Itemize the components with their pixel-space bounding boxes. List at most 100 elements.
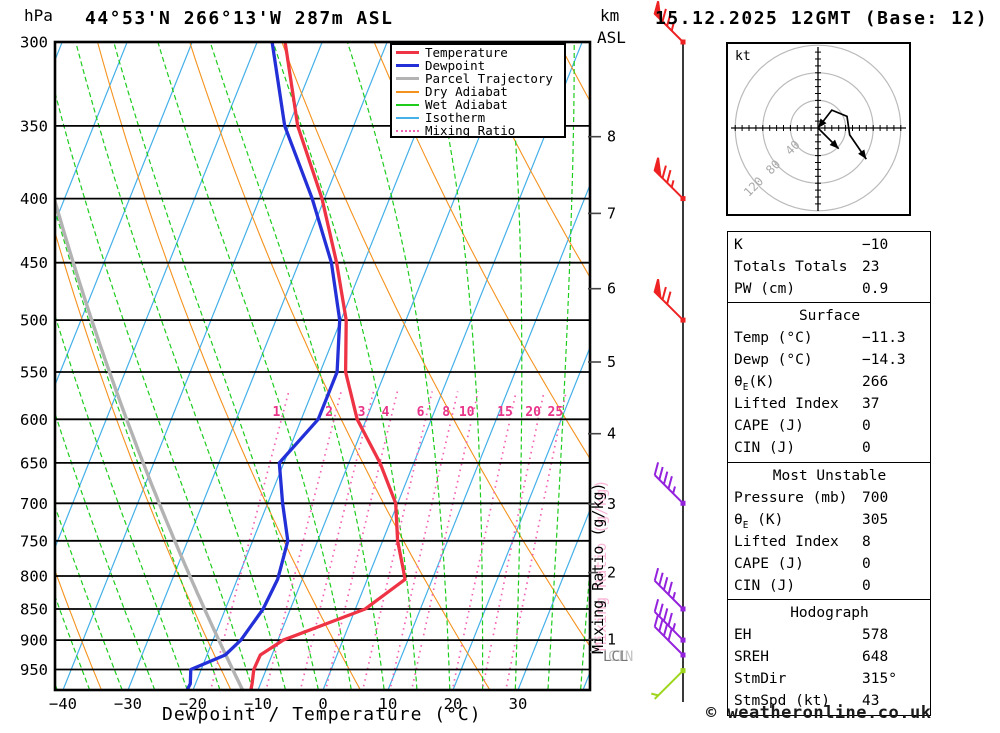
legend-item: Wet Adiabat (396, 98, 564, 111)
index-value: 305 (862, 511, 889, 528)
legend-line-sample (396, 90, 419, 93)
svg-text:8: 8 (442, 405, 450, 420)
index-value: 0 (862, 577, 871, 594)
index-value: 0.9 (862, 280, 889, 297)
index-value: 43 (862, 693, 880, 709)
index-value: 648 (862, 649, 889, 665)
mixing-ratio-lines (209, 391, 568, 689)
svg-text:4: 4 (382, 405, 390, 420)
svg-text:−10: −10 (244, 695, 272, 713)
pressure-unit-label: hPa (24, 6, 53, 25)
index-label: K (734, 236, 743, 253)
index-row: Pressure (mb) 700 (734, 487, 925, 509)
wind-barb (653, 598, 686, 643)
svg-text:800: 800 (20, 567, 48, 585)
barb-level-marker (680, 500, 686, 506)
legend-item-label: Parcel Trajectory (425, 71, 553, 86)
index-label: Pressure (mb) (734, 489, 848, 506)
svg-text:−20: −20 (179, 695, 207, 713)
indices-section-title: Hodograph (790, 605, 869, 621)
lcl-marker-label: LCL (603, 649, 629, 665)
barb-level-marker (680, 39, 686, 45)
svg-text:600: 600 (20, 411, 48, 429)
index-row: SREH 648 (734, 646, 925, 668)
barb-level-marker (680, 637, 686, 643)
plot-background (56, 43, 589, 689)
index-row: CAPE (J) 0 (734, 553, 925, 575)
legend-item: Isotherm (396, 111, 564, 124)
index-label: StmDir (734, 671, 787, 687)
hodograph-trace (817, 109, 868, 160)
legend-item-label: Dry Adiabat (425, 84, 508, 99)
copyright-credit: © weatheronline.co.uk (706, 703, 932, 723)
station-title: 44°53'N 266°13'W 287m ASL (85, 8, 394, 29)
svg-text:20: 20 (525, 405, 541, 420)
legend-line-sample (396, 129, 419, 132)
isotherm-lines (56, 43, 589, 689)
index-label: EH (734, 627, 752, 643)
legend-item-label: Temperature (425, 45, 508, 60)
index-label: Totals Totals (734, 258, 848, 275)
legend: Temperature Dewpoint Parcel Trajectory Dry … (390, 43, 566, 138)
index-value: 0 (862, 555, 871, 572)
index-label: CIN (J) (734, 440, 796, 456)
svg-text:650: 650 (20, 454, 48, 472)
index-label: Lifted Index (734, 396, 839, 412)
index-row: EH 578 (734, 624, 925, 646)
svg-text:700: 700 (20, 495, 48, 513)
index-value: 23 (862, 258, 880, 275)
svg-text:850: 850 (20, 600, 48, 618)
index-row: CIN (J) 0 (734, 437, 925, 459)
legend-line-sample (396, 64, 419, 67)
legend-item: Dry Adiabat (396, 85, 564, 98)
svg-text:750: 750 (20, 532, 48, 550)
svg-text:2: 2 (607, 564, 616, 582)
index-row: CAPE (J) 0 (734, 415, 925, 437)
legend-line-sample (396, 116, 419, 119)
indices-section: Most Unstable Pressure (mb) 700 θE (K) 305 Li… (727, 461, 931, 601)
index-label: CAPE (J) (734, 555, 804, 572)
svg-text:550: 550 (20, 363, 48, 381)
svg-text:300: 300 (20, 34, 48, 52)
svg-text:4: 4 (607, 425, 616, 443)
svg-text:0: 0 (318, 695, 327, 713)
svg-text:5: 5 (607, 353, 616, 371)
svg-text:25: 25 (548, 405, 564, 420)
index-label: CAPE (J) (734, 418, 804, 434)
svg-text:950: 950 (20, 661, 48, 679)
barb-level-marker (680, 317, 686, 323)
barb-level-marker (680, 606, 686, 612)
legend-item-label: Wet Adiabat (425, 97, 508, 112)
wind-barb (651, 668, 686, 700)
index-label: Temp (°C) (734, 330, 813, 346)
svg-text:900: 900 (20, 632, 48, 650)
wind-barb (653, 157, 686, 202)
svg-text:6: 6 (607, 280, 616, 298)
wind-barb (653, 613, 686, 658)
indices-section: Hodograph EH 578 SREH 648 StmDir 315° StmSpd (k… (727, 599, 931, 716)
mixing-ratio-labels: 1 2 3 4 6 8 10 15 20 25 (272, 405, 563, 420)
index-row: θE(K) 266 (734, 371, 925, 393)
legend-line-sample (396, 103, 419, 106)
asl-unit-label: ASL (597, 28, 626, 47)
index-value: 266 (862, 374, 889, 390)
index-row: θE (K) 305 (734, 509, 925, 531)
legend-line-sample (396, 77, 419, 80)
legend-item-label: Mixing Ratio (425, 123, 516, 138)
svg-text:20: 20 (444, 695, 463, 713)
barb-level-marker (680, 652, 686, 658)
index-value: 37 (862, 396, 880, 412)
index-label: θE (K) (734, 511, 784, 531)
index-row: CIN (J) 0 (734, 575, 925, 597)
indices-section: Surface Temp (°C) −11.3 Dewp (°C) −14.3 θE(K)… (727, 302, 931, 463)
index-label: θE(K) (734, 374, 775, 393)
temperature-tick-labels: −40 −30 −20 −10 0 10 20 30 (49, 695, 527, 713)
index-row: StmSpd (kt) 43 (734, 690, 925, 712)
temperature-axis-title: Dewpoint / Temperature (°C) (162, 704, 482, 725)
index-value: −14.3 (862, 352, 906, 368)
index-value: 700 (862, 489, 889, 506)
km-unit-label: km (600, 6, 620, 25)
svg-text:3: 3 (358, 405, 366, 420)
mixing-ratio-axis-label: Mixing Ratio (g/kg) (589, 482, 607, 654)
